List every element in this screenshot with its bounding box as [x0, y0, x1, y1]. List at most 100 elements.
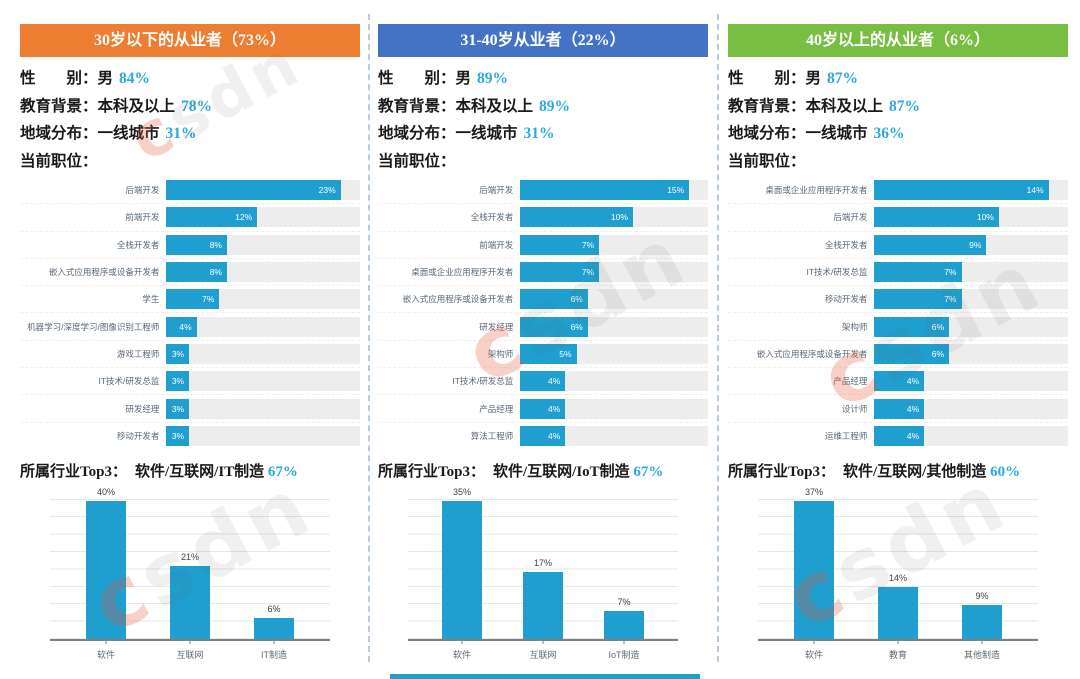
bar-value: 7% [617, 597, 631, 608]
industry-top3-value: 软件/互联网/其他制造 [842, 463, 987, 480]
demographic-value: 本科及以上 [97, 97, 176, 115]
chart-row: 桌面或企业应用程序开发者 14% [728, 177, 1068, 203]
chart-row: 架构师 6% [728, 312, 1068, 339]
bar [442, 500, 482, 639]
bar-value: 3% [171, 403, 185, 414]
demographic-percent: 84% [119, 70, 151, 87]
demographic-value: 一线城市 [455, 125, 518, 142]
bar: 15% [520, 180, 690, 201]
bar-value: 7% [202, 294, 215, 305]
chart-row: 学生 7% [20, 285, 360, 312]
chart-row: 产品经理 4% [378, 394, 708, 421]
x-tick [897, 640, 899, 644]
bar [604, 611, 644, 639]
bar-track: 5% [520, 343, 708, 364]
demographic-percent: 36% [873, 125, 905, 142]
x-label: 互联网 [176, 649, 204, 660]
bar: 9% [874, 234, 987, 255]
bar-label: 后端开发 [479, 185, 514, 196]
chart-plot: 40% 21% 6% [50, 487, 330, 641]
bar-label: 学生 [142, 294, 160, 305]
positions-bar-chart: 后端开发 23% 前端开发 12% 全栈开发者 8% 嵌入式应用程序或设备开发者 8% 学生 7%… [20, 177, 360, 449]
chart-row: 桌面或企业应用程序开发者 7% [378, 257, 708, 285]
bar [962, 605, 1002, 639]
x-tick [813, 640, 815, 644]
bar: 10% [520, 207, 633, 228]
bar: 4% [520, 371, 566, 392]
bar-value: 4% [906, 403, 920, 414]
bar-value: 6% [570, 321, 583, 332]
positions-bar-chart: 桌面或企业应用程序开发者 14% 后端开发 10% 全栈开发者 9% IT技术/研发总监 7%… [728, 177, 1068, 449]
chart-row: 后端开发 15% [378, 177, 708, 203]
footer-strip [390, 674, 700, 679]
bar-track: 7% [520, 262, 708, 283]
bar [523, 571, 563, 639]
industry-bar-chart: 37% 14% 9% 软件 教育 其他制造 [728, 487, 1068, 663]
bar-value: 14% [1026, 185, 1044, 196]
bar-value: 4% [906, 376, 920, 387]
bar-label: 算法工程师 [470, 430, 514, 441]
bar-track: 3% [166, 371, 360, 392]
bar-label: 后端开发 [833, 212, 868, 223]
bar: 7% [874, 262, 962, 283]
x-tick [273, 640, 275, 644]
bar-label: 架构师 [487, 348, 514, 359]
bar-track: 15% [520, 180, 708, 201]
chart-row: 后端开发 10% [728, 203, 1068, 230]
demographic-row: 教育背景：本科及以上 87% [728, 93, 1068, 121]
bar-track: 4% [520, 425, 708, 446]
bar: 6% [520, 289, 588, 310]
chart-row: 设计师 4% [728, 394, 1068, 421]
bar-track: 9% [874, 234, 1068, 255]
bar-track: 6% [520, 289, 708, 310]
bar-value: 12% [235, 212, 253, 223]
chart-row: 游戏工程师 3% [20, 339, 360, 367]
demographic-percent: 31% [523, 125, 555, 142]
bar: 4% [520, 398, 566, 419]
bar-label: 嵌入式应用程序或设备开发者 [48, 267, 160, 278]
bar: 14% [874, 180, 1049, 201]
bar-value: 3% [171, 430, 185, 441]
bar: 7% [874, 289, 962, 310]
bar-track: 10% [874, 207, 1068, 228]
x-tick [189, 640, 191, 644]
demographic-percent: 89% [477, 70, 509, 87]
demographic-row: 性 别：男 84% [20, 65, 360, 93]
industry-top3-label: 所属行业Top3： [728, 463, 835, 480]
bar-value: 6% [570, 294, 583, 305]
demographic-label: 性 别： [378, 70, 456, 87]
bar-value: 6% [931, 321, 945, 332]
industry-bar-chart: 35% 17% 7% 软件 互联网 IoT制造 [378, 487, 708, 663]
demographic-label: 教育背景： [20, 97, 98, 115]
bar-value: 7% [581, 267, 595, 278]
demographics: 性 别：男 89% 教育背景：本科及以上 89% 地域分布：一线城市 31% 当前职位： [378, 65, 708, 175]
x-label: 教育 [888, 649, 908, 660]
positions-heading: 当前职位： [378, 152, 456, 170]
demographic-percent: 87% [827, 70, 859, 87]
bar-label: 全栈开发者 [470, 212, 514, 223]
demographic-percent: 87% [889, 97, 921, 115]
bar-label: 桌面或企业应用程序开发者 [765, 185, 868, 196]
demographic-row: 教育背景：本科及以上 89% [378, 93, 708, 121]
bar-track: 4% [874, 398, 1068, 419]
chart-row: 嵌入式应用程序或设备开发者 6% [728, 339, 1068, 367]
bar-value: 6% [931, 348, 945, 359]
bar [878, 586, 918, 639]
x-tick [981, 640, 983, 644]
bar-label: 研发经理 [479, 321, 514, 332]
demographic-percent: 31% [165, 125, 197, 142]
bar-label: IT技术/研发总监 [806, 267, 868, 278]
industry-top3: 所属行业Top3： 软件/互联网/其他制造 60% [728, 459, 1068, 485]
bar-track: 4% [874, 371, 1068, 392]
chart-x-labels: 软件 教育 其他制造 [758, 640, 1038, 663]
bar-track: 23% [166, 180, 360, 201]
demographic-value: 男 [97, 70, 114, 87]
demographic-value: 男 [455, 70, 472, 87]
bar-track: 4% [874, 425, 1068, 446]
bar-value: 9% [969, 239, 982, 250]
chart-row: IT技术/研发总监 3% [20, 367, 360, 394]
bar [254, 618, 294, 639]
demographic-row: 地域分布：一线城市 31% [378, 120, 708, 148]
bar-track: 4% [520, 371, 708, 392]
bar-label: 前端开发 [479, 239, 514, 250]
